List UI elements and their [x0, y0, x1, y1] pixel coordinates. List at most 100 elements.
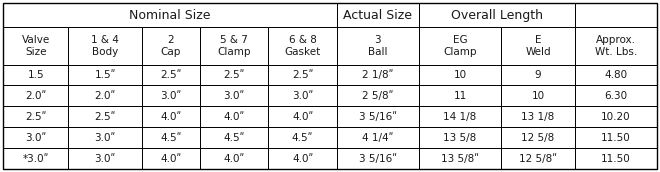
Bar: [142, 106, 200, 127]
Bar: [200, 85, 269, 106]
Bar: [142, 85, 200, 106]
Text: 13 1/8: 13 1/8: [521, 112, 554, 122]
Text: E
Weld: E Weld: [525, 35, 551, 57]
Bar: [269, 27, 337, 64]
Text: 3.0ʺ: 3.0ʺ: [94, 133, 116, 143]
Text: 4.5ʺ: 4.5ʺ: [292, 133, 314, 143]
Bar: [269, 85, 337, 106]
Text: 12 5/8ʺ: 12 5/8ʺ: [519, 154, 557, 164]
Text: Approx.
Wt. Lbs.: Approx. Wt. Lbs.: [595, 35, 637, 57]
Bar: [419, 127, 501, 148]
Bar: [501, 106, 575, 127]
Bar: [337, 27, 419, 64]
Bar: [501, 148, 575, 169]
Bar: [3, 148, 68, 169]
Bar: [200, 148, 269, 169]
Text: 13 5/8ʺ: 13 5/8ʺ: [441, 154, 479, 164]
Bar: [3, 106, 68, 127]
Text: 2.0ʺ: 2.0ʺ: [25, 91, 46, 101]
Bar: [200, 27, 269, 64]
Text: 11: 11: [453, 91, 467, 101]
Bar: [68, 106, 142, 127]
Bar: [575, 3, 657, 27]
Bar: [575, 85, 657, 106]
Text: 3.0ʺ: 3.0ʺ: [94, 154, 116, 164]
Bar: [142, 64, 200, 85]
Text: 6 & 8
Gasket: 6 & 8 Gasket: [284, 35, 321, 57]
Text: 4.0ʺ: 4.0ʺ: [160, 112, 182, 122]
Bar: [269, 148, 337, 169]
Bar: [68, 127, 142, 148]
Text: 3.0ʺ: 3.0ʺ: [224, 91, 245, 101]
Text: 11.50: 11.50: [601, 133, 631, 143]
Bar: [337, 85, 419, 106]
Text: 4.5ʺ: 4.5ʺ: [160, 133, 182, 143]
Text: 2.5ʺ: 2.5ʺ: [224, 70, 245, 80]
Bar: [575, 148, 657, 169]
Bar: [337, 148, 419, 169]
Text: 4.0ʺ: 4.0ʺ: [292, 154, 314, 164]
Bar: [142, 127, 200, 148]
Bar: [337, 127, 419, 148]
Text: Valve
Size: Valve Size: [22, 35, 50, 57]
Bar: [419, 106, 501, 127]
Bar: [3, 85, 68, 106]
Text: 14 1/8: 14 1/8: [444, 112, 477, 122]
Bar: [337, 106, 419, 127]
Bar: [142, 148, 200, 169]
Bar: [575, 27, 657, 64]
Text: 13 5/8: 13 5/8: [444, 133, 477, 143]
Bar: [419, 3, 575, 27]
Bar: [269, 127, 337, 148]
Text: 10: 10: [531, 91, 544, 101]
Bar: [419, 85, 501, 106]
Text: 2.5ʺ: 2.5ʺ: [292, 70, 314, 80]
Text: 2.5ʺ: 2.5ʺ: [94, 112, 116, 122]
Text: 3
Ball: 3 Ball: [368, 35, 387, 57]
Text: 2.0ʺ: 2.0ʺ: [94, 91, 116, 101]
Bar: [200, 106, 269, 127]
Text: 3 5/16ʺ: 3 5/16ʺ: [359, 112, 397, 122]
Bar: [142, 27, 200, 64]
Bar: [269, 64, 337, 85]
Bar: [3, 127, 68, 148]
Text: 4 1/4ʺ: 4 1/4ʺ: [362, 133, 393, 143]
Bar: [575, 106, 657, 127]
Bar: [337, 3, 419, 27]
Text: 3 5/16ʺ: 3 5/16ʺ: [359, 154, 397, 164]
Text: 1.5ʺ: 1.5ʺ: [94, 70, 116, 80]
Bar: [575, 127, 657, 148]
Bar: [68, 85, 142, 106]
Text: Overall Length: Overall Length: [451, 9, 543, 22]
Bar: [200, 64, 269, 85]
Bar: [3, 3, 337, 27]
Text: 1 & 4
Body: 1 & 4 Body: [91, 35, 119, 57]
Bar: [501, 127, 575, 148]
Text: 10.20: 10.20: [601, 112, 631, 122]
Text: 1.5: 1.5: [27, 70, 44, 80]
Text: 4.0ʺ: 4.0ʺ: [292, 112, 314, 122]
Text: 3.0ʺ: 3.0ʺ: [292, 91, 314, 101]
Text: 2 5/8ʺ: 2 5/8ʺ: [362, 91, 393, 101]
Bar: [419, 27, 501, 64]
Bar: [501, 27, 575, 64]
Bar: [419, 148, 501, 169]
Text: 11.50: 11.50: [601, 154, 631, 164]
Text: 4.80: 4.80: [605, 70, 628, 80]
Text: 6.30: 6.30: [605, 91, 628, 101]
Bar: [68, 148, 142, 169]
Text: 10: 10: [453, 70, 467, 80]
Text: *3.0ʺ: *3.0ʺ: [22, 154, 49, 164]
Bar: [337, 64, 419, 85]
Text: 3.0ʺ: 3.0ʺ: [160, 91, 182, 101]
Bar: [419, 64, 501, 85]
Text: Actual Size: Actual Size: [343, 9, 412, 22]
Text: EG
Clamp: EG Clamp: [444, 35, 477, 57]
Text: 4.0ʺ: 4.0ʺ: [224, 154, 245, 164]
Text: 4.0ʺ: 4.0ʺ: [224, 112, 245, 122]
Bar: [269, 106, 337, 127]
Bar: [501, 85, 575, 106]
Bar: [501, 64, 575, 85]
Bar: [200, 127, 269, 148]
Bar: [68, 64, 142, 85]
